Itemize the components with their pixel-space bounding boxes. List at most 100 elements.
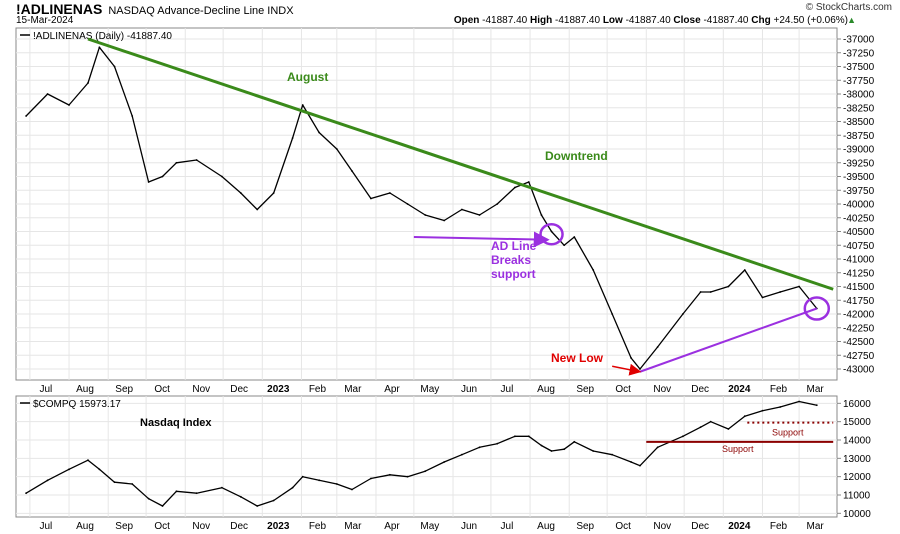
annotation-new-low: New Low (551, 351, 604, 365)
x-tick-label: 2023 (267, 384, 290, 395)
x-tick-label: Apr (384, 384, 400, 395)
data-point (443, 219, 446, 222)
data-point (406, 475, 409, 478)
x-tick-label: 2024 (728, 384, 751, 395)
data-point (87, 82, 89, 84)
data-point (161, 175, 164, 178)
data-point (709, 291, 712, 293)
data-point (406, 203, 409, 205)
x-tick-label: Feb (770, 521, 788, 532)
x-tick-label: Nov (192, 521, 210, 532)
x-tick-label: Dec (691, 384, 709, 395)
x-tick-label: Dec (691, 521, 709, 532)
y-tick-label: -41500 (843, 282, 875, 293)
y-tick-label: 16000 (843, 399, 871, 410)
y-tick-label: -42250 (843, 323, 875, 334)
y-tick-label: -41750 (843, 296, 875, 307)
nasdaq-panel: Jul Aug Sep Oct Nov Dec 2023 Feb Mar Apr May Jun Jul… (15, 395, 871, 532)
y-tick-label: 10000 (843, 509, 871, 520)
y-tick-label: -42500 (843, 337, 875, 348)
data-point (175, 161, 178, 164)
data-point (25, 492, 28, 495)
chart-date: 15-Mar-2024 (16, 15, 74, 26)
y-tick-label: -40500 (843, 227, 875, 238)
data-point (161, 505, 164, 507)
x-tick-label: Mar (806, 384, 824, 395)
y-tick-label: -39000 (843, 145, 875, 156)
symbol-description: NASDAQ Advance-Decline Line INDX (108, 5, 294, 17)
x-tick-label: 2023 (267, 521, 290, 532)
data-point (779, 291, 782, 293)
data-point (195, 492, 198, 495)
data-point (761, 296, 764, 299)
data-point (256, 208, 259, 211)
data-point (611, 313, 614, 315)
x-tick-label: Jun (461, 521, 477, 532)
data-point (301, 475, 304, 478)
downtrend-line (87, 37, 834, 291)
x-tick-label: Sep (576, 384, 594, 395)
open-value: -41887.40 (482, 15, 528, 26)
x-tick-label: Feb (309, 521, 327, 532)
data-point (460, 453, 463, 456)
data-point (424, 470, 427, 473)
y-tick-label: -40750 (843, 241, 875, 252)
x-tick-label: Feb (309, 384, 327, 395)
x-tick-label: Sep (115, 384, 133, 395)
y-tick-label: -38500 (843, 117, 875, 128)
data-point (709, 420, 712, 423)
x-tick-label: Jul (501, 384, 514, 395)
annotation-breaks-support: Breaks (491, 253, 531, 267)
high-label: High (529, 15, 553, 26)
x-tick-label: Aug (76, 521, 94, 532)
data-point (550, 450, 553, 452)
symbol-title: !ADLINENAS NASDAQ Advance-Decline Line IN… (16, 1, 294, 17)
data-point (272, 192, 275, 194)
data-point (727, 428, 730, 430)
legend-label: !ADLINENAS (Daily) -41887.40 (33, 31, 172, 42)
data-point (131, 483, 134, 485)
data-point (779, 406, 782, 408)
data-point (87, 459, 89, 462)
support-level-label: Support (722, 444, 754, 454)
annotation-breaks-support: AD Line (491, 239, 537, 253)
support-line (639, 307, 818, 373)
data-point (256, 505, 259, 507)
x-tick-label: Mar (806, 521, 824, 532)
data-point (272, 499, 275, 502)
close-value: -41887.40 (703, 15, 749, 26)
y-tick-label: -42000 (843, 310, 875, 321)
x-tick-label: Sep (115, 521, 133, 532)
data-point (496, 203, 499, 205)
x-tick-label: Oct (154, 384, 170, 395)
data-point (630, 357, 633, 359)
x-tick-label: Oct (615, 384, 631, 395)
up-triangle-icon: ▲ (847, 15, 856, 25)
data-point (113, 65, 116, 68)
annotation-downtrend: Downtrend (545, 149, 608, 163)
data-point (46, 93, 49, 95)
data-point (388, 473, 391, 476)
x-tick-label: Jul (501, 521, 514, 532)
x-tick-label: Jul (39, 384, 52, 395)
y-tick-label: -40000 (843, 200, 875, 211)
data-point (460, 208, 463, 211)
breaks-support-arrow (413, 231, 550, 248)
data-point (46, 479, 49, 482)
data-point (611, 453, 614, 456)
close-label: Close (673, 15, 701, 26)
data-point (175, 490, 178, 493)
data-point (478, 214, 481, 216)
data-point (239, 495, 242, 498)
x-tick-label: Aug (76, 384, 94, 395)
data-point (592, 269, 595, 271)
low-label: Low (602, 15, 623, 26)
data-point (98, 468, 101, 471)
data-point (68, 104, 70, 106)
y-tick-label: -37250 (843, 48, 875, 59)
data-point (113, 481, 116, 484)
y-tick-label: -43000 (843, 365, 875, 376)
data-point (743, 269, 746, 271)
data-point (25, 115, 28, 117)
data-point (815, 404, 818, 407)
